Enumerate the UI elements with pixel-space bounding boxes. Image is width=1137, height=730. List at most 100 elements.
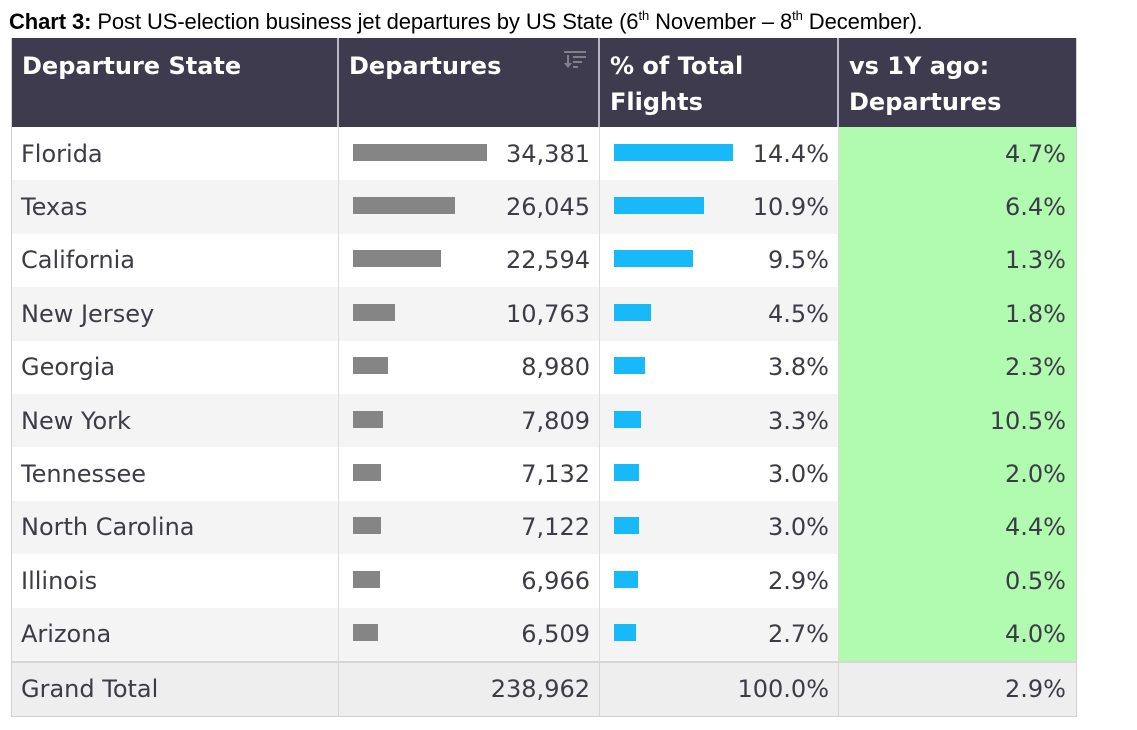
departures-cell: 8,980 — [339, 340, 600, 394]
yoy-value: 0.5% — [839, 554, 1076, 608]
header-label: % of Total — [610, 52, 744, 80]
header-departure-state[interactable]: Departure State — [12, 38, 339, 127]
title-sup-1: th — [638, 8, 650, 23]
pct-value: 2.7% — [768, 620, 829, 649]
title-text-b: November – 8 — [649, 9, 793, 34]
pct-bar — [614, 464, 639, 482]
yoy-value: 10.5% — [839, 393, 1076, 448]
table-row[interactable]: New Jersey 10,763 4.5% 1.8% — [12, 287, 1076, 341]
departures-value: 7,132 — [521, 460, 590, 489]
departures-value: 7,122 — [521, 513, 590, 542]
table-row[interactable]: Georgia 8,980 3.8% 2.3% — [12, 340, 1076, 394]
grand-total-row: Grand Total 238,962 100.0% 2.9% — [12, 660, 1076, 716]
state-name: New Jersey — [12, 287, 339, 341]
table-row[interactable]: North Carolina 7,122 3.0% 4.4% — [12, 500, 1076, 555]
pct-bar — [614, 410, 641, 428]
table-row[interactable]: New York 7,809 3.3% 10.5% — [12, 393, 1076, 448]
chart-number: Chart 3: — [9, 9, 92, 34]
departures-bar — [353, 357, 388, 375]
departures-bar — [353, 517, 381, 535]
total-label: Grand Total — [12, 662, 339, 716]
departures-cell: 7,809 — [339, 393, 600, 448]
departures-value: 22,594 — [506, 246, 590, 275]
state-name: Texas — [12, 180, 339, 234]
pct-value: 2.9% — [768, 566, 829, 595]
total-yoy: 2.9% — [1005, 675, 1066, 704]
header-pct-total[interactable]: % of Total Flights — [600, 38, 839, 127]
title-sup-2: th — [792, 8, 803, 23]
pct-bar — [614, 250, 693, 268]
table-body: Florida 34,381 14.4% 4.7% Texas 26,045 10.9% 6.… — [12, 127, 1076, 661]
departures-value: 8,980 — [521, 353, 590, 382]
title-text-a: Post US-election business jet departures… — [91, 9, 639, 34]
departures-bar — [353, 303, 395, 321]
pct-value: 9.5% — [768, 246, 829, 275]
table-row[interactable]: Arizona 6,509 2.7% 4.0% — [12, 607, 1076, 661]
header-vs-1y-ago[interactable]: vs 1Y ago: Departures — [839, 38, 1076, 127]
pct-cell: 14.4% — [600, 127, 839, 181]
departures-bar — [353, 143, 487, 161]
departures-cell: 7,122 — [339, 500, 600, 555]
pct-value: 3.0% — [768, 513, 829, 542]
table-row[interactable]: Illinois 6,966 2.9% 0.5% — [12, 554, 1076, 608]
table-row[interactable]: Florida 34,381 14.4% 4.7% — [12, 127, 1076, 181]
header-departures[interactable]: Departures — [339, 38, 600, 127]
title-text-c: December). — [802, 9, 923, 34]
departures-value: 34,381 — [506, 139, 590, 168]
pct-cell: 3.0% — [600, 500, 839, 555]
table-row[interactable]: California 22,594 9.5% 1.3% — [12, 233, 1076, 288]
departures-cell: 6,966 — [339, 554, 600, 608]
yoy-value: 6.4% — [839, 180, 1076, 234]
sort-descending-icon[interactable] — [564, 50, 586, 68]
pct-value: 10.9% — [752, 193, 829, 222]
total-pct: 100.0% — [600, 662, 839, 716]
departures-cell: 34,381 — [339, 127, 600, 181]
departures-cell: 26,045 — [339, 180, 600, 234]
pct-bar — [614, 570, 638, 588]
pct-bar — [614, 143, 733, 161]
yoy-value: 2.3% — [839, 340, 1076, 394]
departures-bar — [353, 570, 380, 588]
pct-bar — [614, 197, 704, 215]
state-name: Florida — [12, 127, 339, 181]
pct-value: 4.5% — [768, 299, 829, 328]
pct-bar — [614, 624, 636, 642]
header-label: Departure State — [22, 52, 242, 80]
departures-bar — [353, 624, 378, 642]
state-name: Georgia — [12, 340, 339, 394]
yoy-value: 1.8% — [839, 287, 1076, 341]
state-name: Arizona — [12, 607, 339, 661]
table-row[interactable]: Tennessee 7,132 3.0% 2.0% — [12, 447, 1076, 501]
pct-value: 3.3% — [768, 406, 829, 435]
pct-bar — [614, 303, 651, 321]
departures-value: 6,509 — [521, 620, 590, 649]
pct-bar — [614, 357, 645, 375]
pct-cell: 3.8% — [600, 340, 839, 394]
pct-cell: 10.9% — [600, 180, 839, 234]
yoy-value: 2.0% — [839, 447, 1076, 501]
departures-value: 6,966 — [521, 566, 590, 595]
departures-cell: 6,509 — [339, 607, 600, 661]
departures-value: 10,763 — [506, 299, 590, 328]
pct-cell: 4.5% — [600, 287, 839, 341]
state-name: Tennessee — [12, 447, 339, 501]
yoy-value: 4.4% — [839, 500, 1076, 555]
yoy-value: 4.0% — [839, 607, 1076, 661]
pct-cell: 3.3% — [600, 393, 839, 448]
state-name: Illinois — [12, 554, 339, 608]
pct-bar — [614, 517, 639, 535]
header-label: vs 1Y ago: — [849, 52, 990, 80]
departures-bar — [353, 197, 455, 215]
departures-cell: 10,763 — [339, 287, 600, 341]
departures-cell: 7,132 — [339, 447, 600, 501]
pct-cell: 2.7% — [600, 607, 839, 661]
pct-cell: 9.5% — [600, 233, 839, 288]
chart-title: Chart 3: Post US-election business jet d… — [9, 9, 923, 35]
departures-value: 7,809 — [521, 406, 590, 435]
pct-value: 3.8% — [768, 353, 829, 382]
departures-table: Departure State Departures % of Total Fli… — [11, 38, 1077, 717]
state-name: North Carolina — [12, 500, 339, 555]
departures-bar — [353, 464, 381, 482]
pct-cell: 3.0% — [600, 447, 839, 501]
table-row[interactable]: Texas 26,045 10.9% 6.4% — [12, 180, 1076, 234]
